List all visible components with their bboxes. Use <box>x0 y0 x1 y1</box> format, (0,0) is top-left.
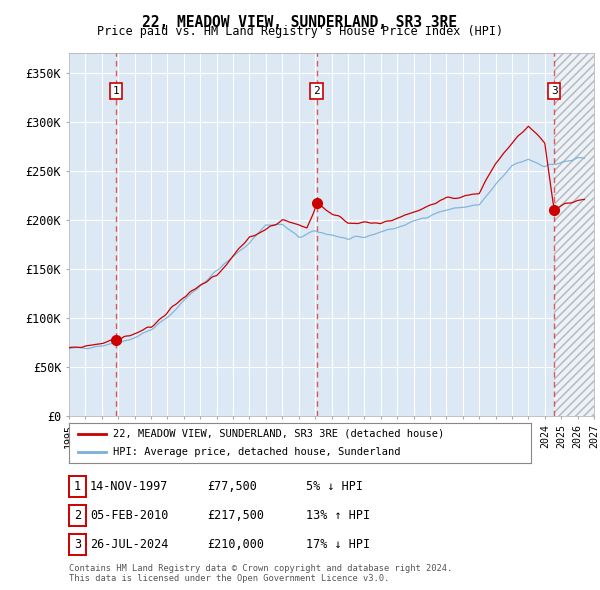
Text: 2: 2 <box>74 509 81 522</box>
Text: 1: 1 <box>74 480 81 493</box>
Text: Contains HM Land Registry data © Crown copyright and database right 2024.
This d: Contains HM Land Registry data © Crown c… <box>69 563 452 583</box>
Text: 14-NOV-1997: 14-NOV-1997 <box>90 480 169 493</box>
Bar <box>554 53 594 416</box>
Text: £210,000: £210,000 <box>207 538 264 551</box>
Text: 22, MEADOW VIEW, SUNDERLAND, SR3 3RE: 22, MEADOW VIEW, SUNDERLAND, SR3 3RE <box>143 15 458 30</box>
Text: HPI: Average price, detached house, Sunderland: HPI: Average price, detached house, Sund… <box>113 447 400 457</box>
Text: 1: 1 <box>113 86 119 96</box>
Text: 22, MEADOW VIEW, SUNDERLAND, SR3 3RE (detached house): 22, MEADOW VIEW, SUNDERLAND, SR3 3RE (de… <box>113 429 444 439</box>
Text: 17% ↓ HPI: 17% ↓ HPI <box>306 538 370 551</box>
Text: 3: 3 <box>74 538 81 551</box>
Text: Price paid vs. HM Land Registry's House Price Index (HPI): Price paid vs. HM Land Registry's House … <box>97 25 503 38</box>
Bar <box>554 53 594 416</box>
Text: 05-FEB-2010: 05-FEB-2010 <box>90 509 169 522</box>
Text: £217,500: £217,500 <box>207 509 264 522</box>
Text: 5% ↓ HPI: 5% ↓ HPI <box>306 480 363 493</box>
Text: 26-JUL-2024: 26-JUL-2024 <box>90 538 169 551</box>
Text: 2: 2 <box>313 86 320 96</box>
Text: 3: 3 <box>551 86 557 96</box>
Text: £77,500: £77,500 <box>207 480 257 493</box>
Bar <box>554 53 594 416</box>
Text: 13% ↑ HPI: 13% ↑ HPI <box>306 509 370 522</box>
